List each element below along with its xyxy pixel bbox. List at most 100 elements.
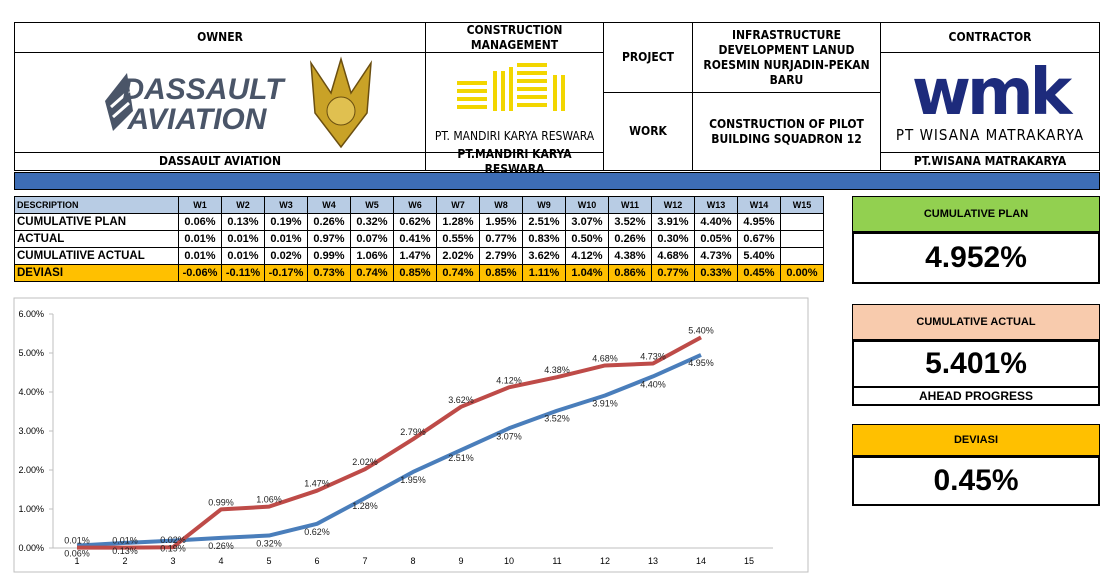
logo-line: DASSAULT — [122, 73, 286, 106]
kpi-note: AHEAD PROGRESS — [852, 388, 1100, 406]
work-value: CONSTRUCTION OF PILOT BUILDING SQUADRON … — [692, 92, 881, 171]
x-tick-label: 10 — [504, 556, 514, 566]
column-header: W3 — [264, 196, 308, 214]
data-label: 0.01% — [112, 536, 138, 546]
x-tick-label: 15 — [744, 556, 754, 566]
data-label: 4.95% — [688, 358, 714, 368]
cell: 4.73% — [694, 247, 738, 265]
cell: 0.01% — [178, 230, 222, 248]
owner-logos: DASSAULT AVIATION — [105, 56, 372, 149]
cm-title: CONSTRUCTION MANAGEMENT — [425, 22, 604, 53]
cell: 0.13% — [221, 213, 265, 231]
data-label: 2.79% — [400, 427, 426, 437]
cell: 0.55% — [436, 230, 480, 248]
x-tick-label: 3 — [170, 556, 175, 566]
data-label: 0.62% — [304, 527, 330, 537]
x-tick-label: 11 — [552, 556, 561, 566]
x-tick-label: 13 — [648, 556, 658, 566]
cell: -0.11% — [221, 264, 265, 282]
column-header: DESCRIPTION — [14, 196, 179, 214]
line-series — [76, 353, 702, 548]
cell: 0.67% — [737, 230, 781, 248]
table-row: CUMULATIVE PLAN 0.06% 0.13% 0.19% 0.26% 0.32%… — [14, 213, 824, 231]
cell: 0.85% — [479, 264, 523, 282]
chart-frame — [13, 297, 809, 573]
cell: 0.05% — [694, 230, 738, 248]
table-row: DEVIASI -0.06% -0.11% -0.17% 0.73% 0.74% 0.85%… — [14, 264, 824, 282]
cell: 0.86% — [608, 264, 652, 282]
data-label: 4.38% — [544, 365, 570, 375]
column-header: W11 — [608, 196, 652, 214]
data-label: 0.99% — [208, 497, 234, 507]
y-tick-label: 4.00% — [18, 387, 44, 397]
cell: 4.68% — [651, 247, 695, 265]
cell: 0.19% — [264, 213, 308, 231]
data-label: 3.91% — [592, 399, 618, 409]
data-label: 3.62% — [448, 395, 474, 405]
data-label: 0.32% — [256, 539, 282, 549]
cm-logo-cell: PT. MANDIRI KARYA RESWARA — [425, 52, 604, 153]
data-label: 2.02% — [352, 457, 378, 467]
cm-logo-caption: PT. MANDIRI KARYA RESWARA — [434, 129, 595, 143]
data-label: 4.68% — [592, 353, 618, 363]
data-label: 1.28% — [352, 501, 378, 511]
column-header: W1 — [178, 196, 222, 214]
cell: 0.41% — [393, 230, 437, 248]
contractor-logo-caption: PT WISANA MATRAKARYA — [895, 126, 1085, 144]
progress-table: DESCRIPTION W1 W2 W3 W4 W5 W6 W7 W8 W9 W10 W11 W12 W1… — [14, 196, 824, 282]
cell: 0.32% — [350, 213, 394, 231]
data-label: 0.13% — [112, 546, 138, 556]
kpi-title: CUMULATIVE ACTUAL — [852, 304, 1100, 340]
wmk-logo: wmk — [911, 56, 1072, 130]
column-header: W12 — [651, 196, 695, 214]
column-header: W13 — [694, 196, 738, 214]
y-tick-label: 6.00% — [18, 309, 44, 319]
row-label: DEVIASI — [14, 264, 179, 282]
x-tick-label: 7 — [362, 556, 367, 566]
cell: 3.62% — [522, 247, 566, 265]
data-label: 0.02% — [160, 535, 186, 545]
dassault-emblem — [105, 73, 133, 131]
data-label: 2.51% — [448, 453, 474, 463]
cell: 0.33% — [694, 264, 738, 282]
column-header: W2 — [221, 196, 265, 214]
cell: 0.45% — [737, 264, 781, 282]
column-header: W6 — [393, 196, 437, 214]
x-tick-label: 6 — [314, 556, 319, 566]
x-tick-label: 4 — [218, 556, 223, 566]
x-tick-label: 9 — [458, 556, 463, 566]
data-label: 1.95% — [400, 475, 426, 485]
x-tick-label: 8 — [410, 556, 415, 566]
x-tick-label: 1 — [74, 556, 79, 566]
data-label: 0.06% — [64, 549, 90, 559]
x-tick-label: 2 — [122, 556, 127, 566]
cell: 1.04% — [565, 264, 609, 282]
data-label: 3.52% — [544, 414, 570, 424]
data-label: 0.26% — [208, 541, 234, 551]
column-header: W10 — [565, 196, 609, 214]
y-tick-label: 0.00% — [18, 543, 44, 553]
cell: 0.62% — [393, 213, 437, 231]
x-tick-label: 12 — [600, 556, 610, 566]
kpi-value: 5.401% — [852, 340, 1100, 388]
cell: 0.77% — [651, 264, 695, 282]
y-tick-label: 5.00% — [18, 348, 44, 358]
cell: -0.06% — [178, 264, 222, 282]
cell: 3.07% — [565, 213, 609, 231]
kpi-title: DEVIASI — [852, 424, 1100, 456]
x-tick-label: 5 — [266, 556, 271, 566]
kpi-value: 0.45% — [852, 456, 1100, 506]
data-label: 1.06% — [256, 495, 282, 505]
logo-line: AVIATION — [127, 103, 268, 136]
cell: 0.01% — [221, 247, 265, 265]
divider-bar — [14, 172, 1100, 190]
crest — [310, 56, 372, 149]
data-label: 1.47% — [304, 479, 330, 489]
data-label: 4.73% — [640, 352, 666, 362]
line-series — [77, 335, 702, 550]
data-label: 4.40% — [640, 379, 666, 389]
contractor-logo-cell: wmk PT WISANA MATRAKARYA — [880, 52, 1100, 153]
data-label: 4.12% — [496, 375, 522, 385]
